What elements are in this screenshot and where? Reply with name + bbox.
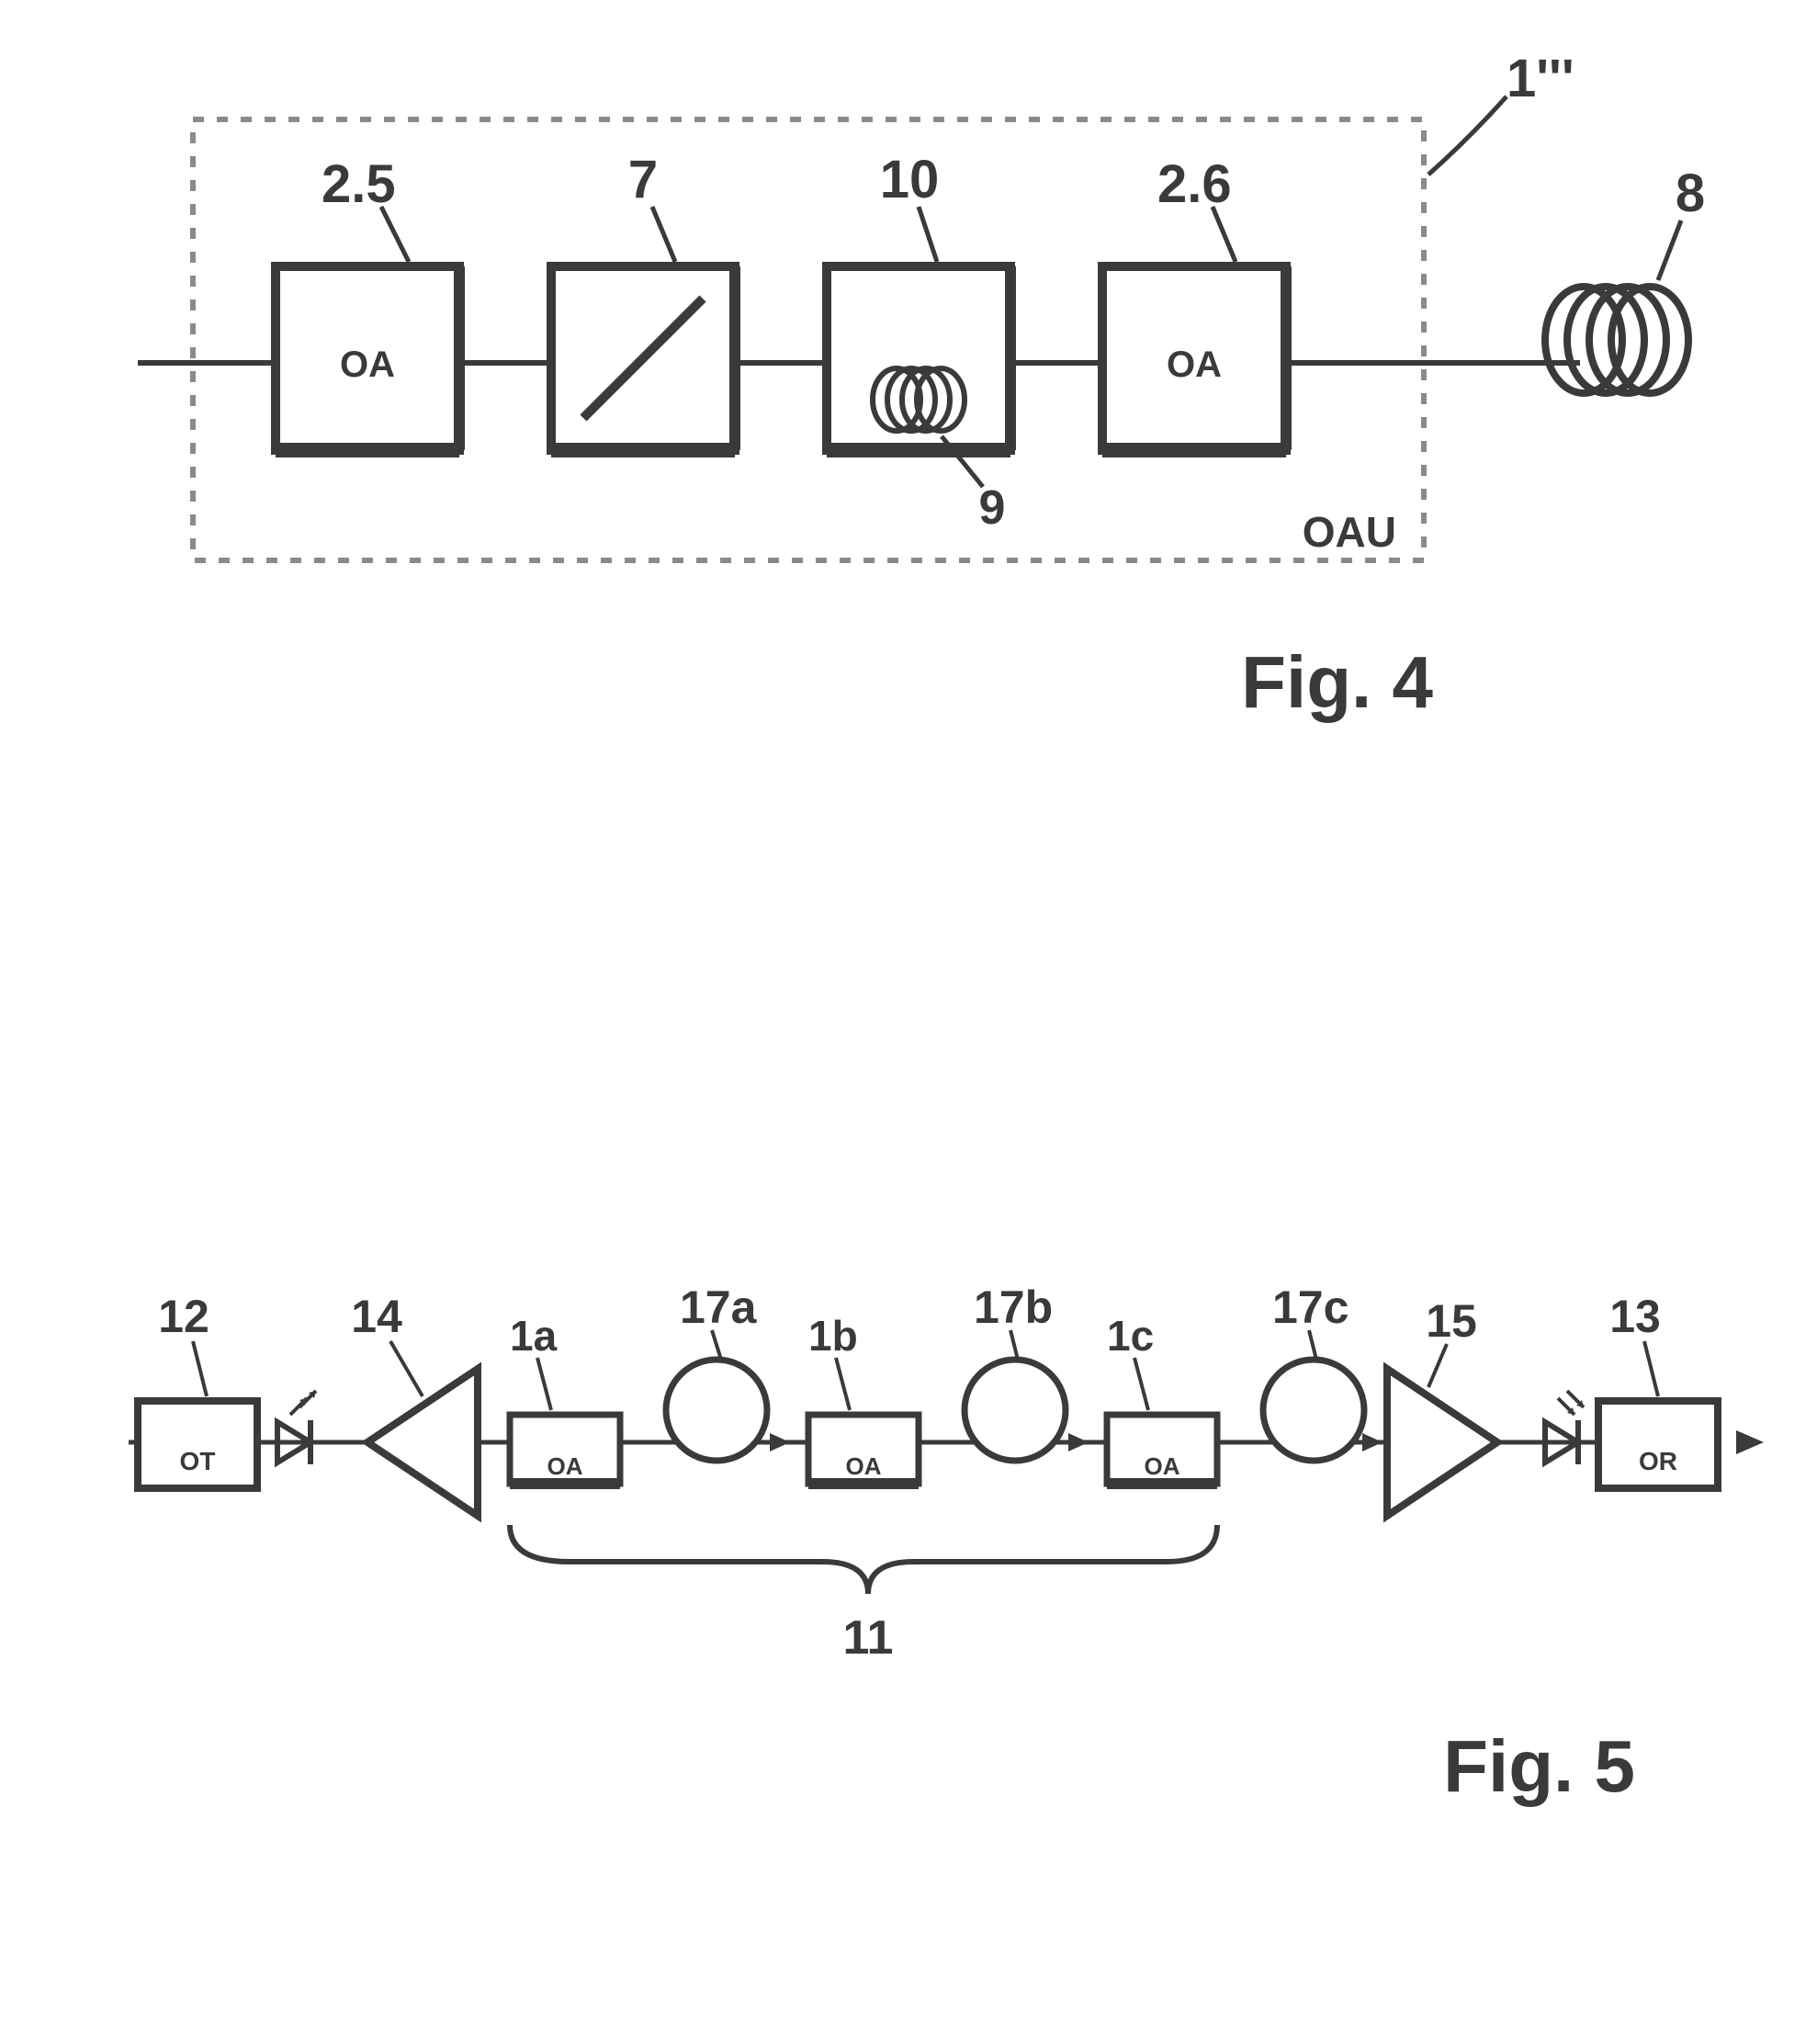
oa-right-label: OA (1167, 344, 1222, 385)
leader-1ppp (1428, 96, 1507, 175)
leader-2-6 (1213, 207, 1236, 262)
mux-triangle: 14 (351, 1291, 478, 1516)
emitter-diode-icon (277, 1391, 316, 1464)
ref-7: 7 (628, 150, 658, 209)
block-or: OR 13 (1598, 1291, 1718, 1488)
block-oa-1b: OA 1b (808, 1312, 919, 1484)
block-oa-1c: OA 1c (1107, 1312, 1217, 1484)
block-ot: OT 12 (138, 1291, 257, 1488)
leader-7 (652, 207, 675, 262)
block-oa-left: OA 2.5 (276, 154, 459, 450)
ref-17c: 17c (1272, 1282, 1349, 1333)
fiber-coil-8 (1545, 287, 1688, 393)
block-dcm: 10 9 (827, 150, 1010, 535)
ref-8: 8 (1676, 164, 1705, 223)
ref-1c: 1c (1107, 1312, 1154, 1360)
leader-10 (919, 207, 937, 262)
figure-5: OT 12 14 OA 1a (129, 1282, 1764, 1807)
ref-11: 11 (843, 1611, 894, 1665)
demux-triangle: 15 (1387, 1295, 1497, 1516)
leader-2-5 (381, 207, 409, 262)
ot-label: OT (180, 1447, 216, 1475)
ref-13: 13 (1609, 1291, 1661, 1342)
oau-label: OAU (1303, 508, 1396, 556)
oa-1c-label: OA (1145, 1452, 1180, 1480)
arrow-out (1736, 1430, 1764, 1454)
ref-14: 14 (351, 1291, 402, 1342)
ref-2-6: 2.6 (1157, 154, 1232, 214)
oa-1b-label: OA (846, 1452, 882, 1480)
ref-17a: 17a (680, 1282, 758, 1333)
leader-8 (1658, 220, 1681, 280)
coil-17a: 17a (666, 1282, 767, 1461)
block-attenuator: 7 (551, 150, 735, 450)
arrow-3 (1362, 1433, 1382, 1451)
oa-1a-label: OA (547, 1452, 583, 1480)
or-label: OR (1639, 1447, 1677, 1475)
block-oa-1a: OA 1a (510, 1312, 620, 1484)
ref-15: 15 (1426, 1295, 1477, 1347)
oa-left-label: OA (340, 344, 395, 385)
fig5-caption: Fig. 5 (1443, 1725, 1635, 1807)
fig4-caption: Fig. 4 (1241, 641, 1433, 723)
ref-9: 9 (979, 481, 1006, 535)
ref-1a: 1a (510, 1312, 558, 1360)
arrow-1 (770, 1433, 790, 1451)
diagram-canvas: OAU 1''' OA 2.5 7 (0, 0, 1817, 2044)
ref-1ppp: 1''' (1507, 49, 1574, 108)
coil-17c: 17c (1263, 1282, 1364, 1461)
ref-10: 10 (880, 150, 940, 209)
figure-4: OAU 1''' OA 2.5 7 (138, 49, 1705, 723)
block-oa-right: OA 2.6 (1102, 154, 1286, 450)
ref-12: 12 (158, 1291, 209, 1342)
brace-11 (510, 1525, 1217, 1594)
arrow-2 (1068, 1433, 1089, 1451)
receiver-diode-icon (1545, 1391, 1584, 1464)
ref-2-5: 2.5 (322, 154, 396, 214)
coil-17b: 17b (965, 1282, 1066, 1461)
ref-1b: 1b (808, 1312, 858, 1360)
ref-17b: 17b (974, 1282, 1053, 1333)
